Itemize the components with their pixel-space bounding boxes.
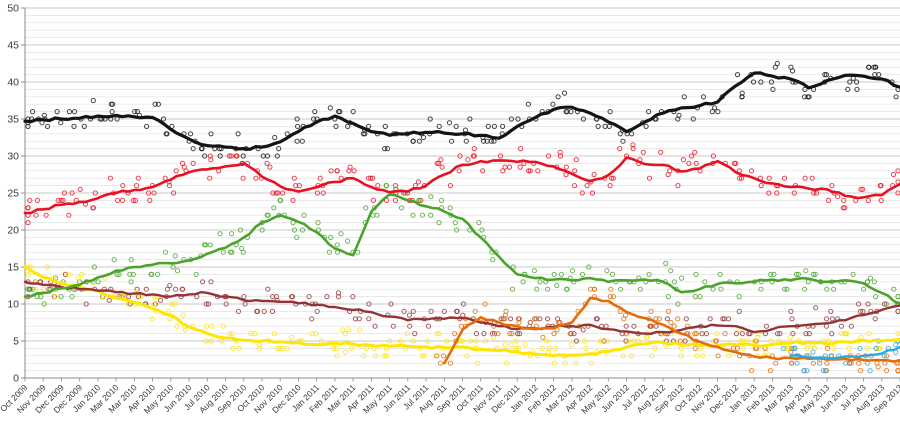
y-tick-label: 30 bbox=[7, 151, 19, 163]
dark-red-trend-line bbox=[23, 280, 900, 335]
y-tick-label: 20 bbox=[7, 225, 19, 237]
dark-red-poll-scatter bbox=[25, 271, 900, 344]
y-tick-label: 40 bbox=[7, 77, 19, 89]
y-tick-label: 50 bbox=[7, 3, 19, 15]
red-trend-line bbox=[23, 156, 900, 215]
green-trend-line bbox=[23, 193, 900, 306]
black-trend-line bbox=[23, 71, 900, 151]
light-blue-trend-line bbox=[789, 345, 900, 360]
y-tick-label: 15 bbox=[7, 262, 19, 274]
y-tick-label: 25 bbox=[7, 188, 19, 200]
y-tick-label: 35 bbox=[7, 114, 19, 126]
yellow-trend-line bbox=[23, 265, 900, 358]
y-tick-label: 10 bbox=[7, 299, 19, 311]
y-tick-label: 0 bbox=[13, 373, 19, 385]
y-tick-label: 45 bbox=[7, 40, 19, 52]
orange-trend-line bbox=[443, 296, 900, 365]
y-tick-label: 5 bbox=[13, 336, 19, 348]
